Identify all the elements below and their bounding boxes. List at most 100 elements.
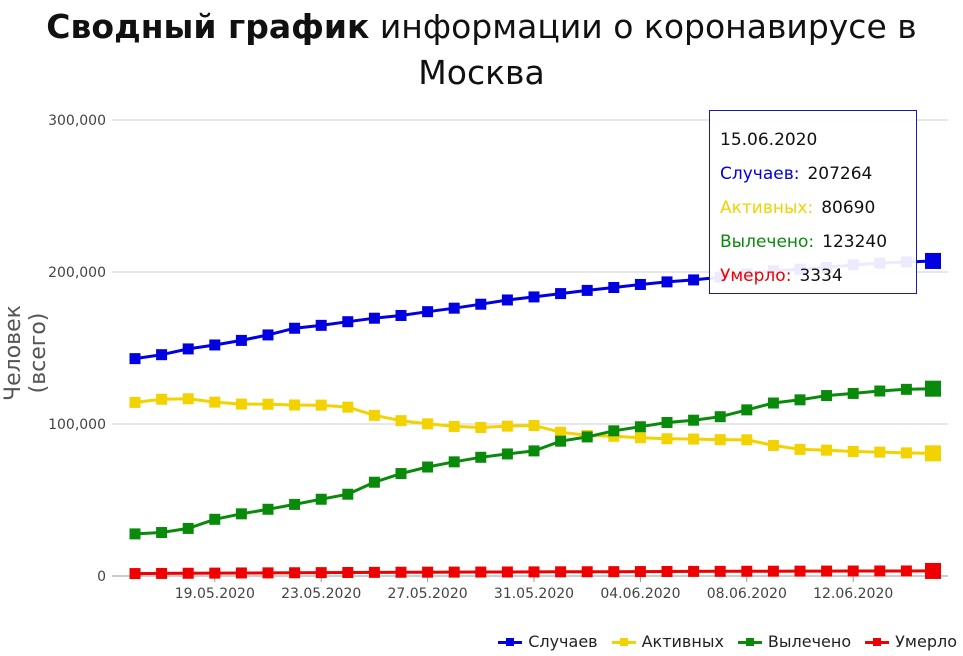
data-point[interactable]: [448, 456, 460, 468]
data-point[interactable]: [661, 433, 673, 445]
data-point[interactable]: [395, 309, 407, 321]
data-point[interactable]: [608, 566, 620, 578]
data-point[interactable]: [209, 513, 221, 525]
data-point[interactable]: [741, 565, 753, 577]
data-point[interactable]: [900, 383, 912, 395]
data-point[interactable]: [767, 397, 779, 409]
data-point[interactable]: [794, 443, 806, 455]
data-point[interactable]: [581, 431, 593, 443]
data-point[interactable]: [209, 396, 221, 408]
data-point[interactable]: [448, 302, 460, 314]
data-point[interactable]: [528, 566, 540, 578]
data-point[interactable]: [847, 565, 859, 577]
data-point[interactable]: [925, 380, 941, 397]
data-point[interactable]: [368, 566, 380, 578]
data-point[interactable]: [422, 306, 434, 318]
data-point[interactable]: [501, 448, 513, 460]
data-point[interactable]: [555, 288, 567, 300]
data-point[interactable]: [688, 414, 700, 426]
data-point[interactable]: [555, 426, 567, 438]
data-point[interactable]: [581, 284, 593, 296]
data-point[interactable]: [422, 461, 434, 473]
data-point[interactable]: [925, 252, 941, 269]
data-point[interactable]: [156, 527, 168, 539]
data-point[interactable]: [129, 353, 141, 365]
data-point[interactable]: [767, 565, 779, 577]
data-point[interactable]: [821, 565, 833, 577]
data-point[interactable]: [634, 432, 646, 444]
data-point[interactable]: [156, 393, 168, 405]
data-point[interactable]: [688, 565, 700, 577]
data-point[interactable]: [342, 488, 354, 500]
data-point[interactable]: [289, 498, 301, 510]
data-point[interactable]: [289, 567, 301, 579]
data-point[interactable]: [289, 399, 301, 411]
data-point[interactable]: [794, 565, 806, 577]
data-point[interactable]: [900, 447, 912, 459]
data-point[interactable]: [501, 420, 513, 432]
data-point[interactable]: [368, 312, 380, 324]
data-point[interactable]: [741, 434, 753, 446]
data-point[interactable]: [422, 566, 434, 578]
data-point[interactable]: [794, 394, 806, 406]
data-point[interactable]: [767, 439, 779, 451]
data-point[interactable]: [608, 282, 620, 294]
data-point[interactable]: [368, 409, 380, 421]
data-point[interactable]: [528, 445, 540, 457]
data-point[interactable]: [528, 291, 540, 303]
data-point[interactable]: [821, 444, 833, 456]
data-point[interactable]: [741, 404, 753, 416]
data-point[interactable]: [821, 390, 833, 402]
data-point[interactable]: [262, 329, 274, 341]
data-point[interactable]: [555, 566, 567, 578]
data-point[interactable]: [182, 567, 194, 579]
legend-item[interactable]: Вылечено: [737, 632, 851, 651]
data-point[interactable]: [315, 319, 327, 331]
data-point[interactable]: [235, 334, 247, 346]
data-point[interactable]: [714, 411, 726, 423]
data-point[interactable]: [262, 503, 274, 515]
data-point[interactable]: [900, 565, 912, 577]
data-point[interactable]: [342, 401, 354, 413]
data-point[interactable]: [634, 421, 646, 433]
data-point[interactable]: [129, 396, 141, 408]
data-point[interactable]: [714, 434, 726, 446]
data-point[interactable]: [874, 385, 886, 397]
data-point[interactable]: [342, 567, 354, 579]
data-point[interactable]: [475, 566, 487, 578]
data-point[interactable]: [395, 415, 407, 427]
data-point[interactable]: [209, 339, 221, 351]
data-point[interactable]: [209, 567, 221, 579]
data-point[interactable]: [262, 567, 274, 579]
legend-item[interactable]: Умерло: [865, 632, 957, 651]
data-point[interactable]: [661, 565, 673, 577]
data-point[interactable]: [661, 276, 673, 288]
data-point[interactable]: [528, 420, 540, 432]
data-point[interactable]: [581, 566, 593, 578]
data-point[interactable]: [156, 567, 168, 579]
data-point[interactable]: [289, 322, 301, 334]
data-point[interactable]: [182, 393, 194, 405]
data-point[interactable]: [634, 566, 646, 578]
data-point[interactable]: [235, 398, 247, 410]
data-point[interactable]: [661, 416, 673, 428]
data-point[interactable]: [874, 446, 886, 458]
data-point[interactable]: [182, 522, 194, 534]
data-point[interactable]: [315, 567, 327, 579]
data-point[interactable]: [422, 418, 434, 430]
data-point[interactable]: [501, 294, 513, 306]
data-point[interactable]: [156, 349, 168, 361]
data-point[interactable]: [634, 278, 646, 290]
data-point[interactable]: [925, 562, 941, 579]
legend-item[interactable]: Активных: [611, 632, 724, 651]
data-point[interactable]: [448, 566, 460, 578]
data-point[interactable]: [475, 421, 487, 433]
data-point[interactable]: [235, 508, 247, 520]
data-point[interactable]: [395, 468, 407, 480]
data-point[interactable]: [501, 566, 513, 578]
data-point[interactable]: [129, 568, 141, 580]
data-point[interactable]: [555, 435, 567, 447]
data-point[interactable]: [847, 446, 859, 458]
data-point[interactable]: [448, 420, 460, 432]
data-point[interactable]: [475, 451, 487, 463]
